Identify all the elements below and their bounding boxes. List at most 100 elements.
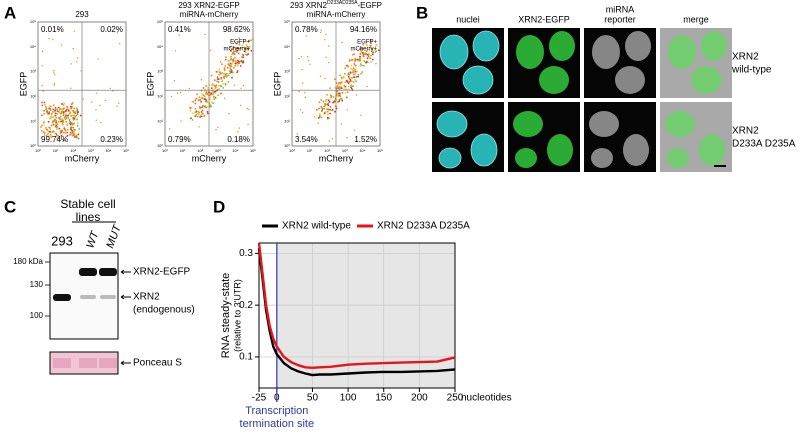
event-dot: [347, 82, 350, 85]
event-dot: [242, 54, 245, 56]
title-part: 293 XRN2-EGFP: [178, 1, 239, 10]
event-dot: [217, 78, 220, 81]
event-dot: [198, 111, 201, 114]
event-dot: [328, 140, 330, 142]
event-dot: [177, 29, 179, 31]
event-dot: [223, 73, 225, 75]
event-dot: [333, 101, 335, 103]
event-dot: [236, 70, 239, 72]
y-tick-label: 10¹: [284, 118, 290, 123]
series-line: [257, 248, 456, 377]
event-dot: [78, 128, 81, 130]
event-dot: [359, 63, 362, 65]
event-dot: [197, 113, 200, 116]
event-dot: [237, 62, 239, 64]
event-dot: [196, 93, 199, 96]
event-dot: [244, 47, 246, 49]
x-tick-label: 150: [375, 393, 392, 404]
event-dot: [201, 113, 203, 116]
event-dot: [79, 114, 82, 117]
x-tick-label: 10¹: [307, 148, 313, 153]
event-dot: [52, 38, 54, 41]
event-dot: [369, 57, 372, 60]
event-dot: [206, 111, 209, 113]
event-dot: [357, 75, 360, 78]
quadrant-value: 0.02%: [100, 25, 123, 34]
x-tick-label: 10²: [324, 148, 330, 153]
band-faint: [100, 295, 116, 299]
cell: [615, 66, 645, 94]
event-dot: [341, 41, 343, 44]
event-dot: [199, 98, 202, 101]
x-tick-label: 50: [307, 393, 319, 404]
event-dot: [304, 96, 307, 99]
event-dot: [345, 88, 347, 91]
event-dot: [191, 112, 194, 115]
event-dot: [70, 63, 73, 65]
event-dot: [64, 131, 67, 134]
event-dot: [327, 113, 329, 116]
event-dot: [201, 105, 204, 107]
event-dot: [174, 50, 177, 52]
cell: [699, 134, 725, 166]
event-dot: [331, 109, 334, 111]
event-dot: [62, 104, 65, 106]
event-dot: [66, 106, 69, 109]
event-dot: [238, 127, 241, 129]
event-dot: [349, 77, 352, 80]
panel-label: C: [4, 197, 16, 216]
y-tick-label: 10¹: [157, 118, 163, 123]
event-dot: [219, 61, 222, 63]
event-dot: [185, 136, 188, 138]
x-tick-label: -25: [252, 393, 267, 404]
event-dot: [69, 105, 72, 108]
event-dot: [212, 102, 215, 105]
cell: [667, 148, 689, 168]
event-dot: [233, 53, 236, 55]
title-superscript: D233AD235A: [327, 0, 358, 6]
event-dot: [211, 84, 213, 87]
event-dot: [233, 84, 235, 87]
event-dot: [325, 33, 327, 36]
event-dot: [319, 115, 322, 117]
event-dot: [246, 107, 248, 110]
event-dot: [327, 102, 330, 104]
event-dot: [224, 82, 227, 85]
event-dot: [244, 53, 247, 56]
event-dot: [195, 113, 198, 116]
event-dot: [301, 111, 304, 114]
event-dot: [324, 77, 326, 80]
event-dot: [246, 54, 248, 56]
quadrant-value: 98.62%: [223, 25, 250, 34]
event-dot: [97, 58, 99, 60]
event-dot: [55, 116, 58, 119]
event-dot: [73, 136, 76, 138]
event-dot: [63, 127, 66, 130]
event-dot: [60, 120, 62, 123]
cell: [439, 34, 469, 70]
event-dot: [63, 139, 65, 142]
x-tick-label: 10⁰: [35, 148, 41, 153]
event-dot: [77, 122, 79, 124]
event-dot: [354, 59, 357, 62]
event-dot: [73, 114, 75, 116]
quadrant-value: 0.23%: [100, 135, 123, 144]
event-dot: [234, 62, 237, 65]
event-dot: [346, 79, 348, 82]
event-dot: [195, 97, 198, 100]
event-dot: [70, 103, 73, 105]
event-dot: [344, 67, 347, 69]
event-dot: [213, 92, 215, 95]
event-dot: [375, 44, 377, 47]
event-dot: [204, 90, 206, 93]
event-dot: [227, 74, 230, 77]
event-dot: [222, 87, 225, 89]
event-dot: [361, 47, 364, 50]
event-dot: [52, 104, 55, 107]
event-dot: [227, 63, 230, 65]
event-dot: [346, 109, 349, 111]
event-dot: [47, 133, 49, 135]
event-dot: [48, 112, 50, 115]
event-dot: [56, 110, 59, 113]
event-dot: [58, 111, 60, 113]
